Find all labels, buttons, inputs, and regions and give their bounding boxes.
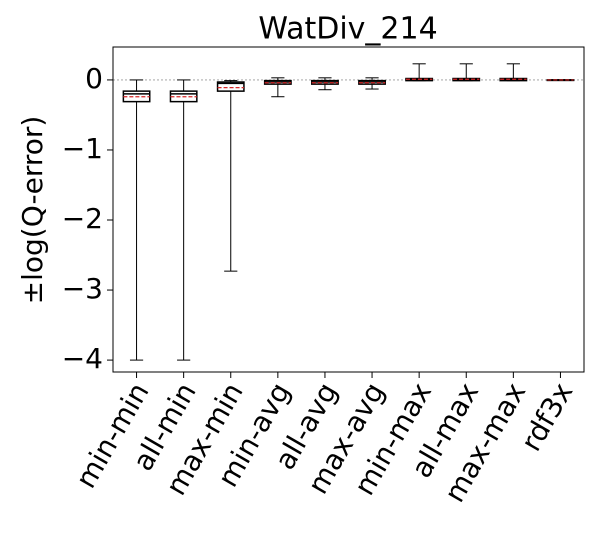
plot-frame [112, 46, 585, 373]
y-tick-label: −2 [62, 202, 103, 235]
y-tick-label: −4 [62, 342, 103, 375]
y-tick-label: 0 [85, 62, 103, 95]
y-tick-label: −1 [62, 132, 103, 165]
box [216, 81, 245, 92]
chart-title: WatDiv_214 [258, 12, 437, 47]
y-tick-label: −3 [62, 272, 103, 305]
y-axis-label: ±log(Q-error) [16, 116, 49, 305]
